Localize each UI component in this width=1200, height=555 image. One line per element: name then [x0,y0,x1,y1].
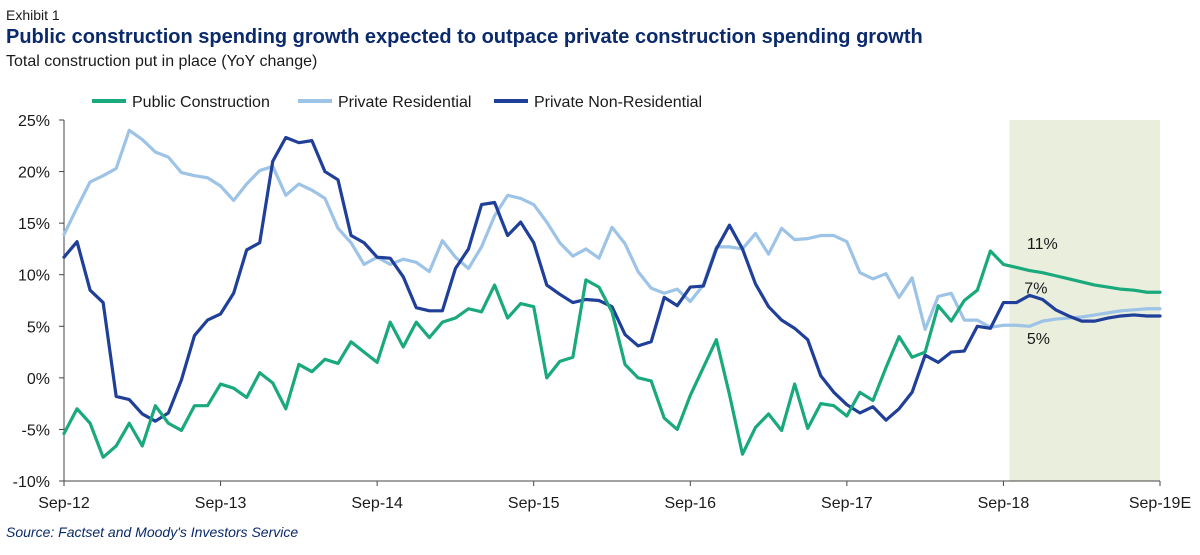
x-tick-label: Sep-14 [351,495,403,512]
series-line-public-construction [62,249,1162,459]
source-note: Source: Factset and Moody's Investors Se… [6,524,299,540]
data-label: 7% [1024,280,1047,297]
y-tick-label: 20% [18,165,50,182]
x-tick-label: Sep-13 [195,495,247,512]
y-tick-label: 5% [27,319,50,336]
series-line-private-non-residential [62,135,1162,423]
legend: Public Construction Private Residential Pr… [92,94,702,111]
series-line-private-residential [62,128,1162,331]
x-tick-label: Sep-18 [978,495,1030,512]
chart-title: Public construction spending growth expe… [6,26,923,48]
legend-label: Private Residential [338,94,471,111]
y-axis-ticks: 25% 20% 15% 10% 5% 0% -5% -10% [13,113,64,491]
x-tick-label: Sep-16 [664,495,716,512]
forecast-region [1009,120,1160,481]
legend-label: Public Construction [132,94,270,111]
x-tick-label: Sep-12 [38,495,90,512]
data-label: 5% [1027,331,1050,348]
series-group [62,128,1162,459]
axes: 25%20%15%10%5%0%-5%-10% Sep-12 Sep-13 Sep-… [13,113,1191,512]
y-tick-label: 25% [18,113,50,130]
y-tick-label: -5% [22,422,50,439]
x-tick-label: Sep-19E [1129,495,1191,512]
y-tick-label: 15% [18,216,50,233]
x-tick-label: Sep-15 [508,495,560,512]
annotations: 11% 7% 5% [1024,236,1057,348]
exhibit-label: Exhibit 1 [6,7,60,23]
data-label: 11% [1027,236,1058,253]
x-axis-ticks: Sep-12 Sep-13 Sep-14 Sep-15 Sep-16 Sep-17 Sep-… [38,481,1191,512]
legend-label: Private Non-Residential [534,94,702,111]
y-tick-label: -10% [13,474,50,491]
chart-subtitle: Total construction put in place (YoY cha… [6,53,318,70]
y-tick-label: 10% [18,268,50,285]
x-tick-label: Sep-17 [821,495,873,512]
y-tick-label: 0% [27,371,50,388]
